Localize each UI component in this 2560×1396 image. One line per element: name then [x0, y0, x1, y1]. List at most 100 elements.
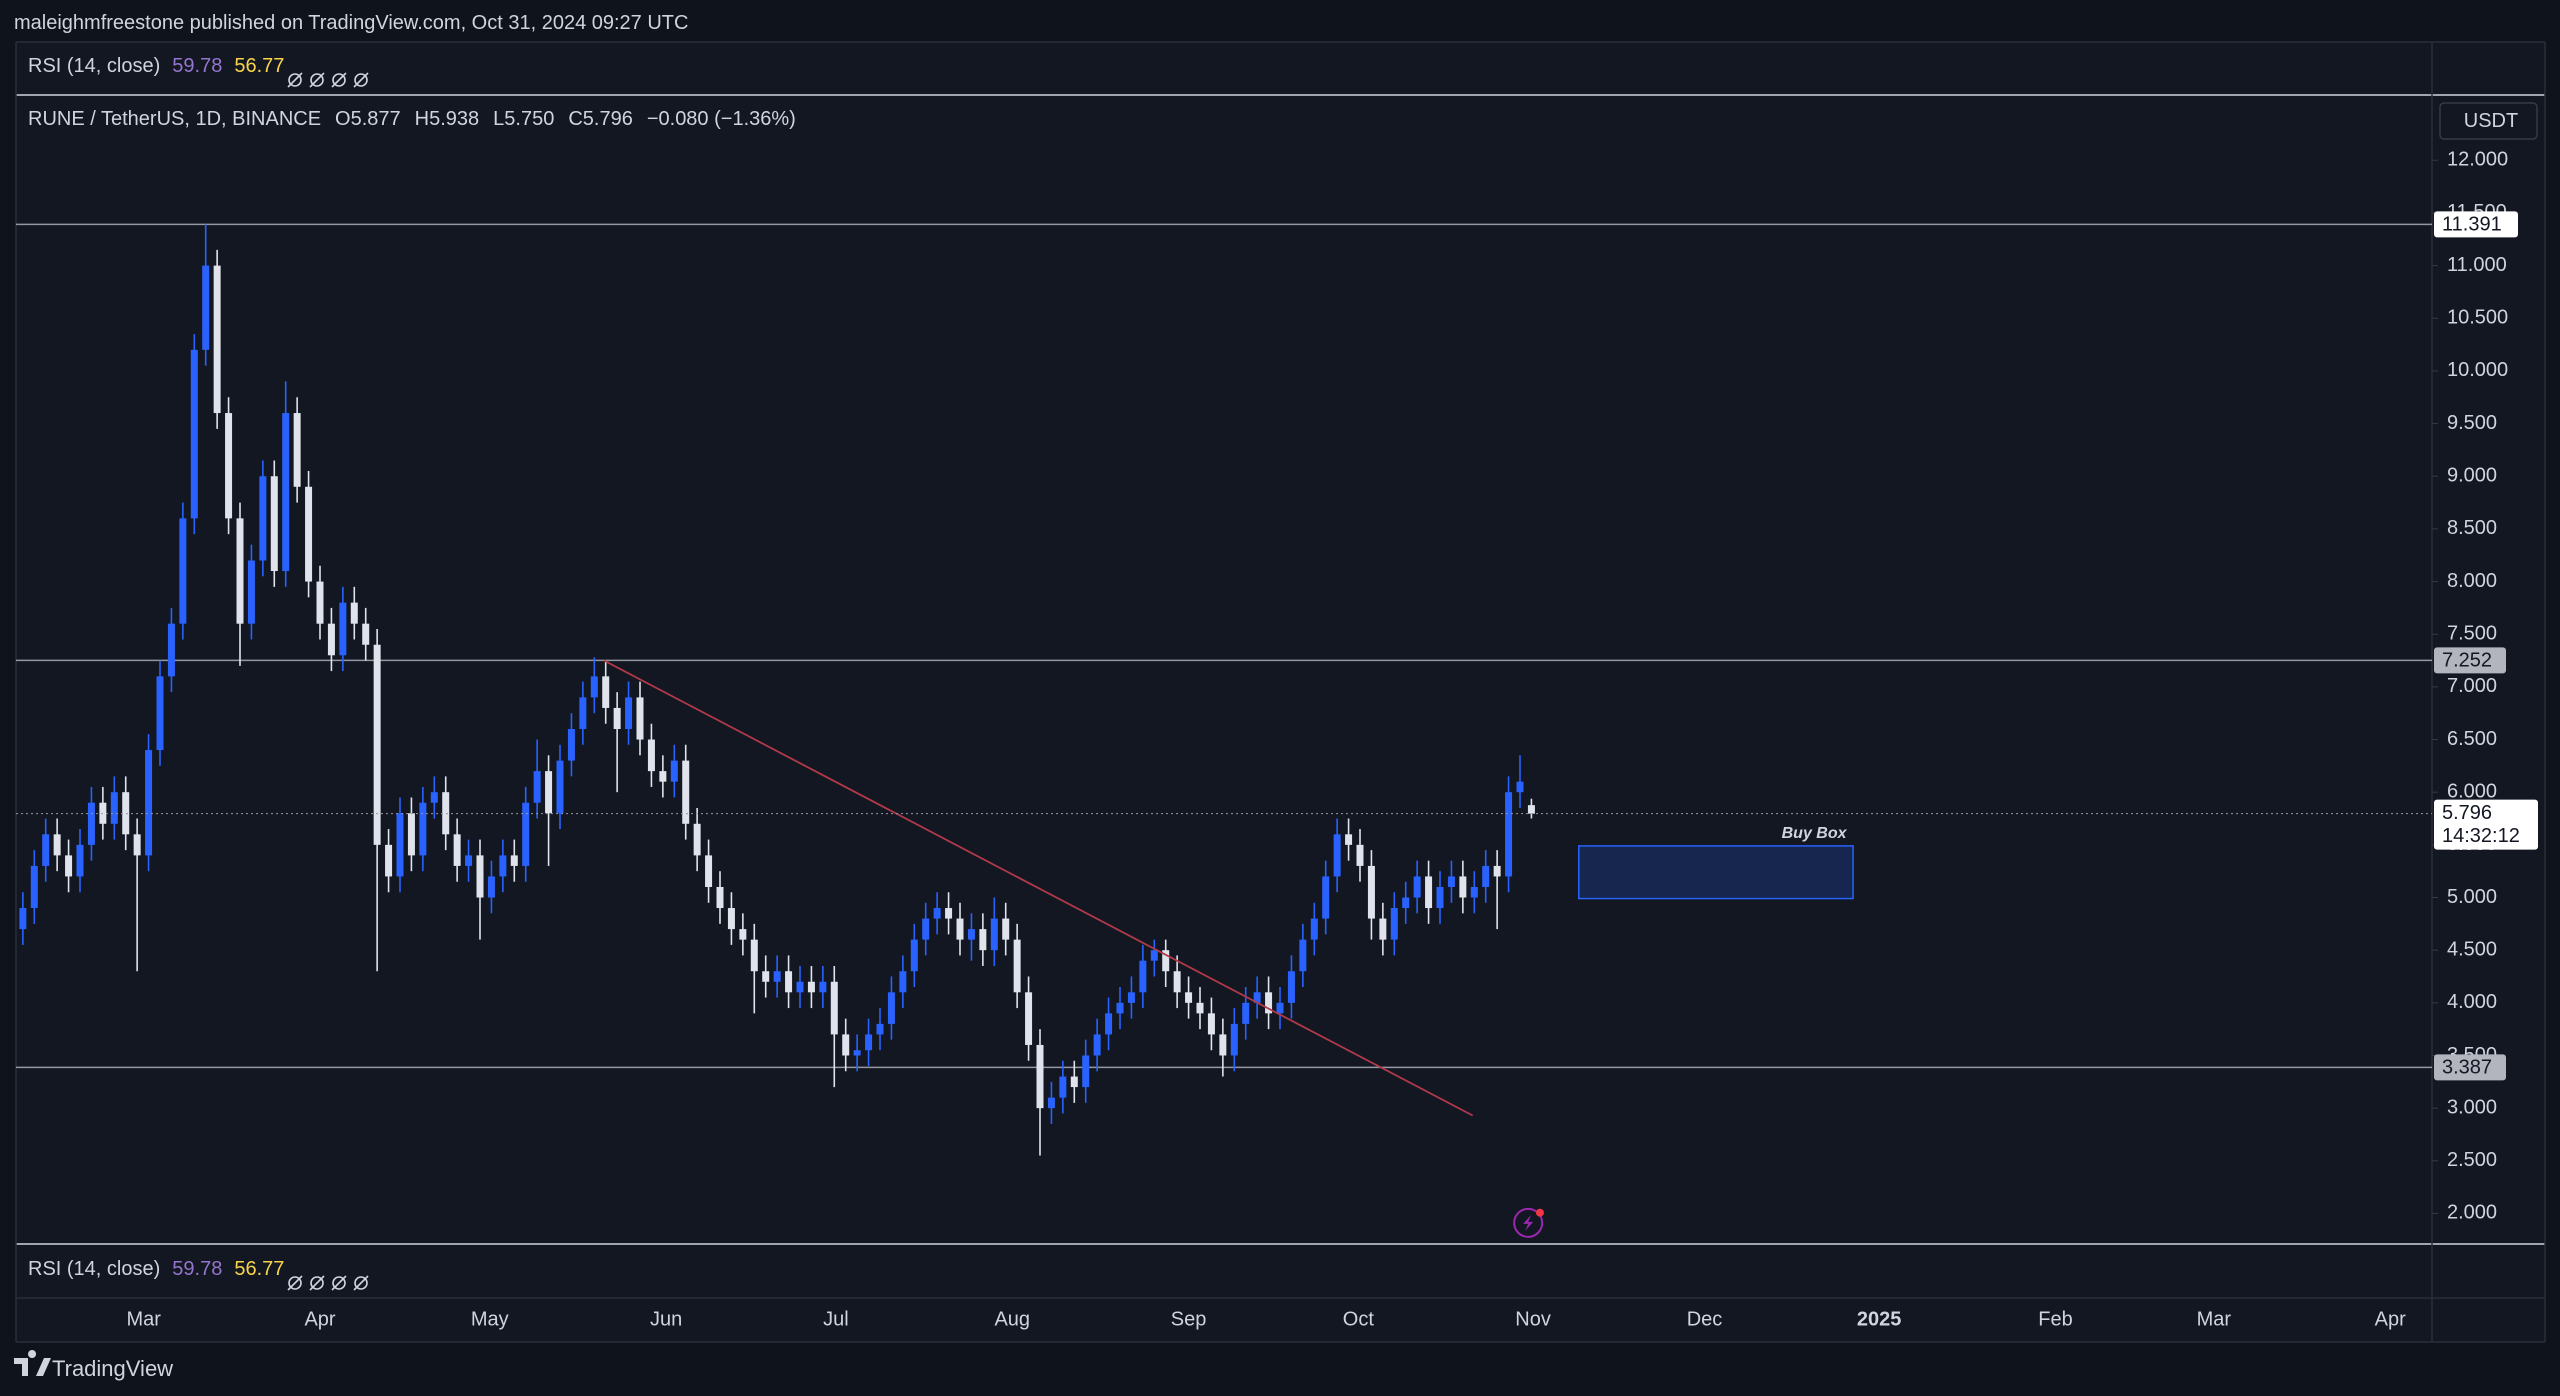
candle-body: [727, 908, 735, 930]
candle-body: [556, 760, 564, 814]
x-tick-label: Apr: [304, 1308, 335, 1330]
rsi-label: RSI (14, close): [28, 55, 161, 77]
candle-body: [202, 265, 210, 350]
candle-body: [407, 813, 415, 856]
candle-body: [327, 623, 335, 656]
legend-icon: [288, 73, 302, 87]
candle-body: [133, 834, 141, 856]
candle-body: [533, 771, 541, 803]
ohlc-high: H5.938: [414, 108, 480, 130]
candle-body: [1482, 865, 1490, 887]
currency-label[interactable]: USDT: [2448, 110, 2534, 133]
candle-body: [1059, 1076, 1067, 1098]
candle-body: [190, 349, 198, 519]
y-tick-label: 9.500: [2447, 412, 2497, 434]
candle-body: [785, 971, 793, 993]
candle-body: [682, 760, 690, 824]
legend-icon: [287, 72, 303, 88]
event-icon: [1513, 1207, 1544, 1238]
last-price-tag: [2434, 799, 2538, 850]
currency-box: [2439, 102, 2538, 140]
x-tick-label: Dec: [1687, 1308, 1723, 1330]
rsi-ma: 56.77: [234, 1258, 285, 1280]
candle-body: [1447, 876, 1455, 887]
candle-body: [1379, 918, 1387, 940]
candle-body: [1356, 844, 1364, 866]
legend-icon: [288, 1276, 302, 1290]
level-tag: [2434, 647, 2506, 674]
candle-body: [887, 992, 895, 1024]
level-tag: [2434, 211, 2518, 238]
candle-body: [270, 476, 278, 572]
candle-body: [179, 518, 187, 624]
candle-body: [1345, 834, 1353, 845]
candle-body: [122, 792, 130, 835]
rsi-legend-bottom[interactable]: RSI (14, close) 59.78 56.77: [28, 1258, 284, 1281]
candle-body: [167, 623, 175, 677]
legend-icon: [353, 72, 369, 88]
candle-body: [385, 844, 393, 877]
candle-body: [1070, 1076, 1078, 1088]
candle-body: [1025, 992, 1033, 1045]
pane-background: [16, 42, 2545, 1342]
candle-body: [1139, 960, 1147, 993]
candle-body: [247, 560, 255, 624]
candle-body: [967, 929, 975, 940]
rsi-legend-top[interactable]: RSI (14, close) 59.78 56.77: [28, 55, 284, 78]
candle-body: [796, 981, 804, 993]
candle-body: [1093, 1034, 1101, 1056]
candle-body: [42, 834, 50, 866]
candle-body: [807, 981, 815, 993]
candle-body: [419, 802, 427, 856]
legend-icon: [331, 72, 347, 88]
legend-icon: [287, 1275, 303, 1291]
ohlc-open: O5.877: [335, 108, 401, 130]
rsi-value: 59.78: [172, 55, 223, 77]
candle-body: [945, 908, 953, 919]
candle-body: [1390, 908, 1398, 940]
candle-body: [1105, 1013, 1113, 1035]
publish-header: maleighmfreestone published on TradingVi…: [14, 12, 688, 35]
buy-box-label: Buy Box: [1782, 825, 1848, 842]
candle-body: [579, 697, 587, 730]
ohlc-close: C5.796: [568, 108, 633, 130]
level-tag-label: 7.252: [2442, 650, 2492, 672]
candle-body: [1047, 1097, 1055, 1109]
candle-body: [979, 929, 987, 951]
currency: USDT: [2463, 110, 2519, 132]
event-icon: [1523, 1214, 1534, 1231]
candle-body: [956, 918, 964, 940]
candle-body: [705, 855, 713, 887]
candle-body: [87, 802, 95, 845]
y-tick-label: 10.000: [2447, 359, 2508, 381]
legend-icon: [309, 1275, 325, 1291]
candle-body: [1516, 781, 1524, 793]
symbol: RUNE / TetherUS, 1D, BINANCE: [28, 108, 322, 130]
trendline: [603, 659, 1474, 1117]
candle-body: [1425, 876, 1433, 909]
last-price-label: 5.796: [2442, 802, 2492, 824]
candle-body: [1367, 865, 1375, 919]
candle-body: [1013, 939, 1021, 993]
y-tick-label: 7.000: [2447, 675, 2497, 697]
level-tag-label: 3.387: [2442, 1057, 2492, 1079]
legend-icon: [353, 1275, 369, 1291]
candle-body: [625, 697, 633, 730]
candle-body: [636, 697, 644, 740]
legend-icon: [332, 1276, 346, 1290]
x-tick-label: Nov: [1515, 1308, 1551, 1330]
candle-body: [305, 486, 313, 582]
candle-body: [1505, 792, 1513, 877]
candle-body: [647, 739, 655, 772]
candle-body: [1493, 865, 1501, 877]
candle-body: [567, 729, 575, 761]
candle-body: [1322, 876, 1330, 919]
candle-body: [442, 792, 450, 835]
candle-body: [1219, 1034, 1227, 1056]
candle-body: [1230, 1023, 1238, 1056]
candle-body: [350, 602, 358, 624]
candle-body: [1196, 1002, 1204, 1014]
candle-body: [922, 918, 930, 940]
y-tick-label: 11.000: [2447, 254, 2507, 276]
